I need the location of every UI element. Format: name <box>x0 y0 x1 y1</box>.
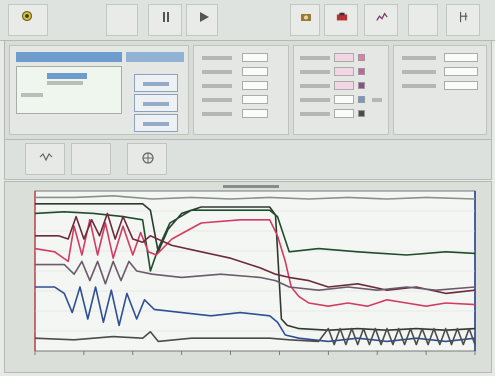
parameter-section <box>193 45 289 135</box>
series-line-6 <box>35 260 476 291</box>
series-line-1 <box>35 202 476 331</box>
settings-button[interactable] <box>446 4 480 36</box>
chart-title-bar <box>223 185 279 188</box>
main-toolbar <box>0 0 495 41</box>
chart-icon <box>376 12 388 21</box>
panel-button-2[interactable] <box>134 94 178 112</box>
channel-list-header-2 <box>126 52 184 62</box>
play-button[interactable] <box>186 4 218 36</box>
range-label <box>402 70 436 74</box>
unit-label <box>372 98 382 102</box>
series-label <box>300 98 330 102</box>
pause-button[interactable] <box>148 4 182 36</box>
record-icon <box>336 12 348 21</box>
channel-list[interactable] <box>16 66 122 114</box>
range-label <box>402 84 436 88</box>
chart-ticks <box>34 351 476 355</box>
series-color-swatch[interactable] <box>358 82 365 89</box>
parameter-field[interactable] <box>242 81 268 90</box>
range-field[interactable] <box>444 67 478 76</box>
trend-chart-panel <box>4 181 492 373</box>
series-label <box>300 70 330 74</box>
waveform-icon <box>39 152 53 162</box>
series-label <box>300 56 330 60</box>
parameter-label <box>202 84 232 88</box>
panel-button-3[interactable] <box>134 114 178 132</box>
color-section <box>293 45 389 135</box>
secondary-button-1[interactable] <box>25 143 65 175</box>
series-color-swatch[interactable] <box>358 110 365 117</box>
series-line-3 <box>34 218 476 307</box>
settings-panel <box>4 40 492 140</box>
chart-series <box>34 195 476 346</box>
series-line-4 <box>35 212 476 295</box>
selected-channel-row[interactable] <box>47 73 87 79</box>
app-logo-icon <box>21 10 33 22</box>
range-field[interactable] <box>444 81 478 90</box>
range-field[interactable] <box>444 53 478 62</box>
toolbar-blank-button-2[interactable] <box>408 4 438 36</box>
channel-section <box>9 45 189 135</box>
series-label <box>300 84 330 88</box>
settings-icon <box>460 11 468 23</box>
series-value-field[interactable] <box>334 53 354 62</box>
range-section <box>393 45 487 135</box>
series-value-field[interactable] <box>334 67 354 76</box>
series-value-field[interactable] <box>334 109 354 118</box>
secondary-button-3[interactable] <box>127 143 167 175</box>
record-button[interactable] <box>324 4 358 36</box>
series-value-field[interactable] <box>334 95 354 104</box>
series-value-field[interactable] <box>334 81 354 90</box>
parameter-label <box>202 98 232 102</box>
trend-chart[interactable] <box>5 182 491 372</box>
snapshot-button[interactable] <box>290 4 320 36</box>
pause-icon <box>163 12 169 22</box>
series-color-swatch[interactable] <box>358 68 365 75</box>
parameter-field[interactable] <box>242 67 268 76</box>
chart-grid <box>35 210 475 332</box>
series-line-8 <box>34 327 476 346</box>
secondary-toolbar <box>4 140 492 180</box>
camera-icon <box>301 14 311 21</box>
channel-list-header <box>16 52 122 62</box>
parameter-label <box>202 70 232 74</box>
parameter-field[interactable] <box>242 109 268 118</box>
parameter-label <box>202 56 232 60</box>
series-color-swatch[interactable] <box>358 54 365 61</box>
panel-button-1[interactable] <box>134 74 178 92</box>
parameter-label <box>202 112 232 116</box>
chart-button[interactable] <box>364 4 398 36</box>
channel-row[interactable] <box>21 93 43 97</box>
channel-row[interactable] <box>47 81 83 85</box>
series-line-7 <box>35 195 476 200</box>
series-label <box>300 112 330 116</box>
play-icon <box>200 12 209 22</box>
fan-icon <box>142 152 154 164</box>
range-label <box>402 56 436 60</box>
series-line-2 <box>34 209 476 272</box>
series-color-swatch[interactable] <box>358 96 365 103</box>
parameter-field[interactable] <box>242 53 268 62</box>
app-logo-button[interactable] <box>8 4 48 36</box>
toolbar-blank-button[interactable] <box>106 4 138 36</box>
secondary-button-2[interactable] <box>71 143 111 175</box>
parameter-field[interactable] <box>242 95 268 104</box>
